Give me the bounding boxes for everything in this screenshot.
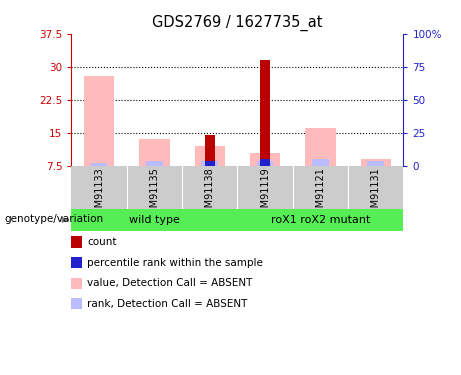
Bar <box>205 160 215 166</box>
Text: percentile rank within the sample: percentile rank within the sample <box>87 258 263 267</box>
Bar <box>201 160 218 166</box>
Bar <box>367 161 384 166</box>
Bar <box>182 166 237 209</box>
Title: GDS2769 / 1627735_at: GDS2769 / 1627735_at <box>152 15 323 31</box>
Bar <box>195 146 225 166</box>
Bar <box>127 166 182 209</box>
Text: value, Detection Call = ABSENT: value, Detection Call = ABSENT <box>87 278 253 288</box>
Text: wild type: wild type <box>129 215 180 225</box>
Bar <box>91 163 107 166</box>
Bar <box>361 159 391 166</box>
Bar <box>250 153 280 166</box>
Bar <box>260 60 270 166</box>
Text: genotype/variation: genotype/variation <box>5 214 104 224</box>
Bar <box>237 166 293 209</box>
Text: GSM91121: GSM91121 <box>315 167 325 220</box>
Bar <box>348 166 403 209</box>
Bar <box>260 159 270 166</box>
Text: GSM91135: GSM91135 <box>149 167 160 220</box>
Bar <box>305 128 336 166</box>
Bar <box>205 135 215 166</box>
Bar <box>139 140 170 166</box>
Text: GSM91119: GSM91119 <box>260 167 270 220</box>
Text: GSM91131: GSM91131 <box>371 167 381 220</box>
Text: count: count <box>87 237 117 247</box>
Text: GSM91138: GSM91138 <box>205 167 215 220</box>
Text: GSM91133: GSM91133 <box>94 167 104 220</box>
Bar <box>257 161 273 166</box>
Bar <box>71 166 127 209</box>
Bar <box>237 209 403 231</box>
Text: rank, Detection Call = ABSENT: rank, Detection Call = ABSENT <box>87 299 248 309</box>
Bar <box>312 159 329 166</box>
Bar <box>293 166 348 209</box>
Text: roX1 roX2 mutant: roX1 roX2 mutant <box>271 215 370 225</box>
Bar <box>84 76 114 166</box>
Bar <box>71 209 237 231</box>
Bar <box>146 161 163 166</box>
